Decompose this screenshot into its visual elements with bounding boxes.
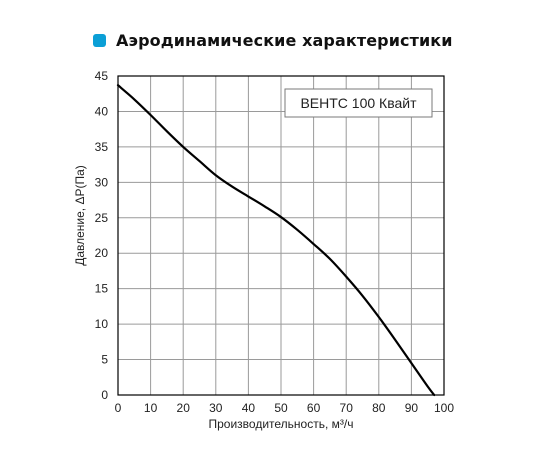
y-tick-label: 30: [95, 175, 109, 189]
diamond-bullet-icon: [93, 33, 106, 47]
chart-header: Аэродинамические характеристики: [93, 28, 453, 52]
x-tick-label: 80: [372, 401, 386, 415]
y-tick-label: 20: [95, 246, 109, 260]
y-axis-title: Давление, ΔP(Па): [73, 165, 87, 266]
data-series: [116, 84, 436, 397]
x-tick-label: 60: [307, 401, 321, 415]
x-tick-label: 100: [434, 401, 454, 415]
y-tick-label: 45: [95, 69, 109, 83]
x-tick-label: 70: [340, 401, 354, 415]
y-tick-label: 0: [101, 388, 108, 402]
x-tick-label: 90: [405, 401, 419, 415]
legend-label: ВЕНТС 100 Квайт: [300, 95, 417, 111]
y-tick-label: 35: [95, 140, 109, 154]
legend-box: [284, 88, 433, 118]
x-tick-label: 50: [274, 401, 288, 415]
y-tick-label: 25: [95, 211, 109, 225]
x-tick-label: 0: [115, 401, 122, 415]
page-title: Аэродинамические характеристики: [116, 30, 453, 50]
x-axis-title: Производительность, м³/ч: [209, 417, 354, 431]
legend: ВЕНТС 100 Квайт: [284, 88, 433, 118]
grid-lines: [118, 76, 444, 395]
x-tick-label: 40: [242, 401, 256, 415]
y-tick-label: 15: [95, 282, 109, 296]
series-line: [116, 84, 436, 397]
y-tick-label: 40: [95, 104, 109, 118]
y-tick-label: 10: [95, 317, 109, 331]
x-tick-labels: 0 10 20 30 40 50 60 70 80 90 100: [115, 401, 455, 415]
x-tick-label: 10: [144, 401, 158, 415]
x-tick-label: 30: [209, 401, 223, 415]
y-tick-labels: 0 5 10 15 20 25 30 35 40 45: [95, 69, 109, 402]
x-tick-label: 20: [177, 401, 191, 415]
plot-frame: [117, 75, 445, 396]
y-tick-label: 5: [101, 353, 108, 367]
